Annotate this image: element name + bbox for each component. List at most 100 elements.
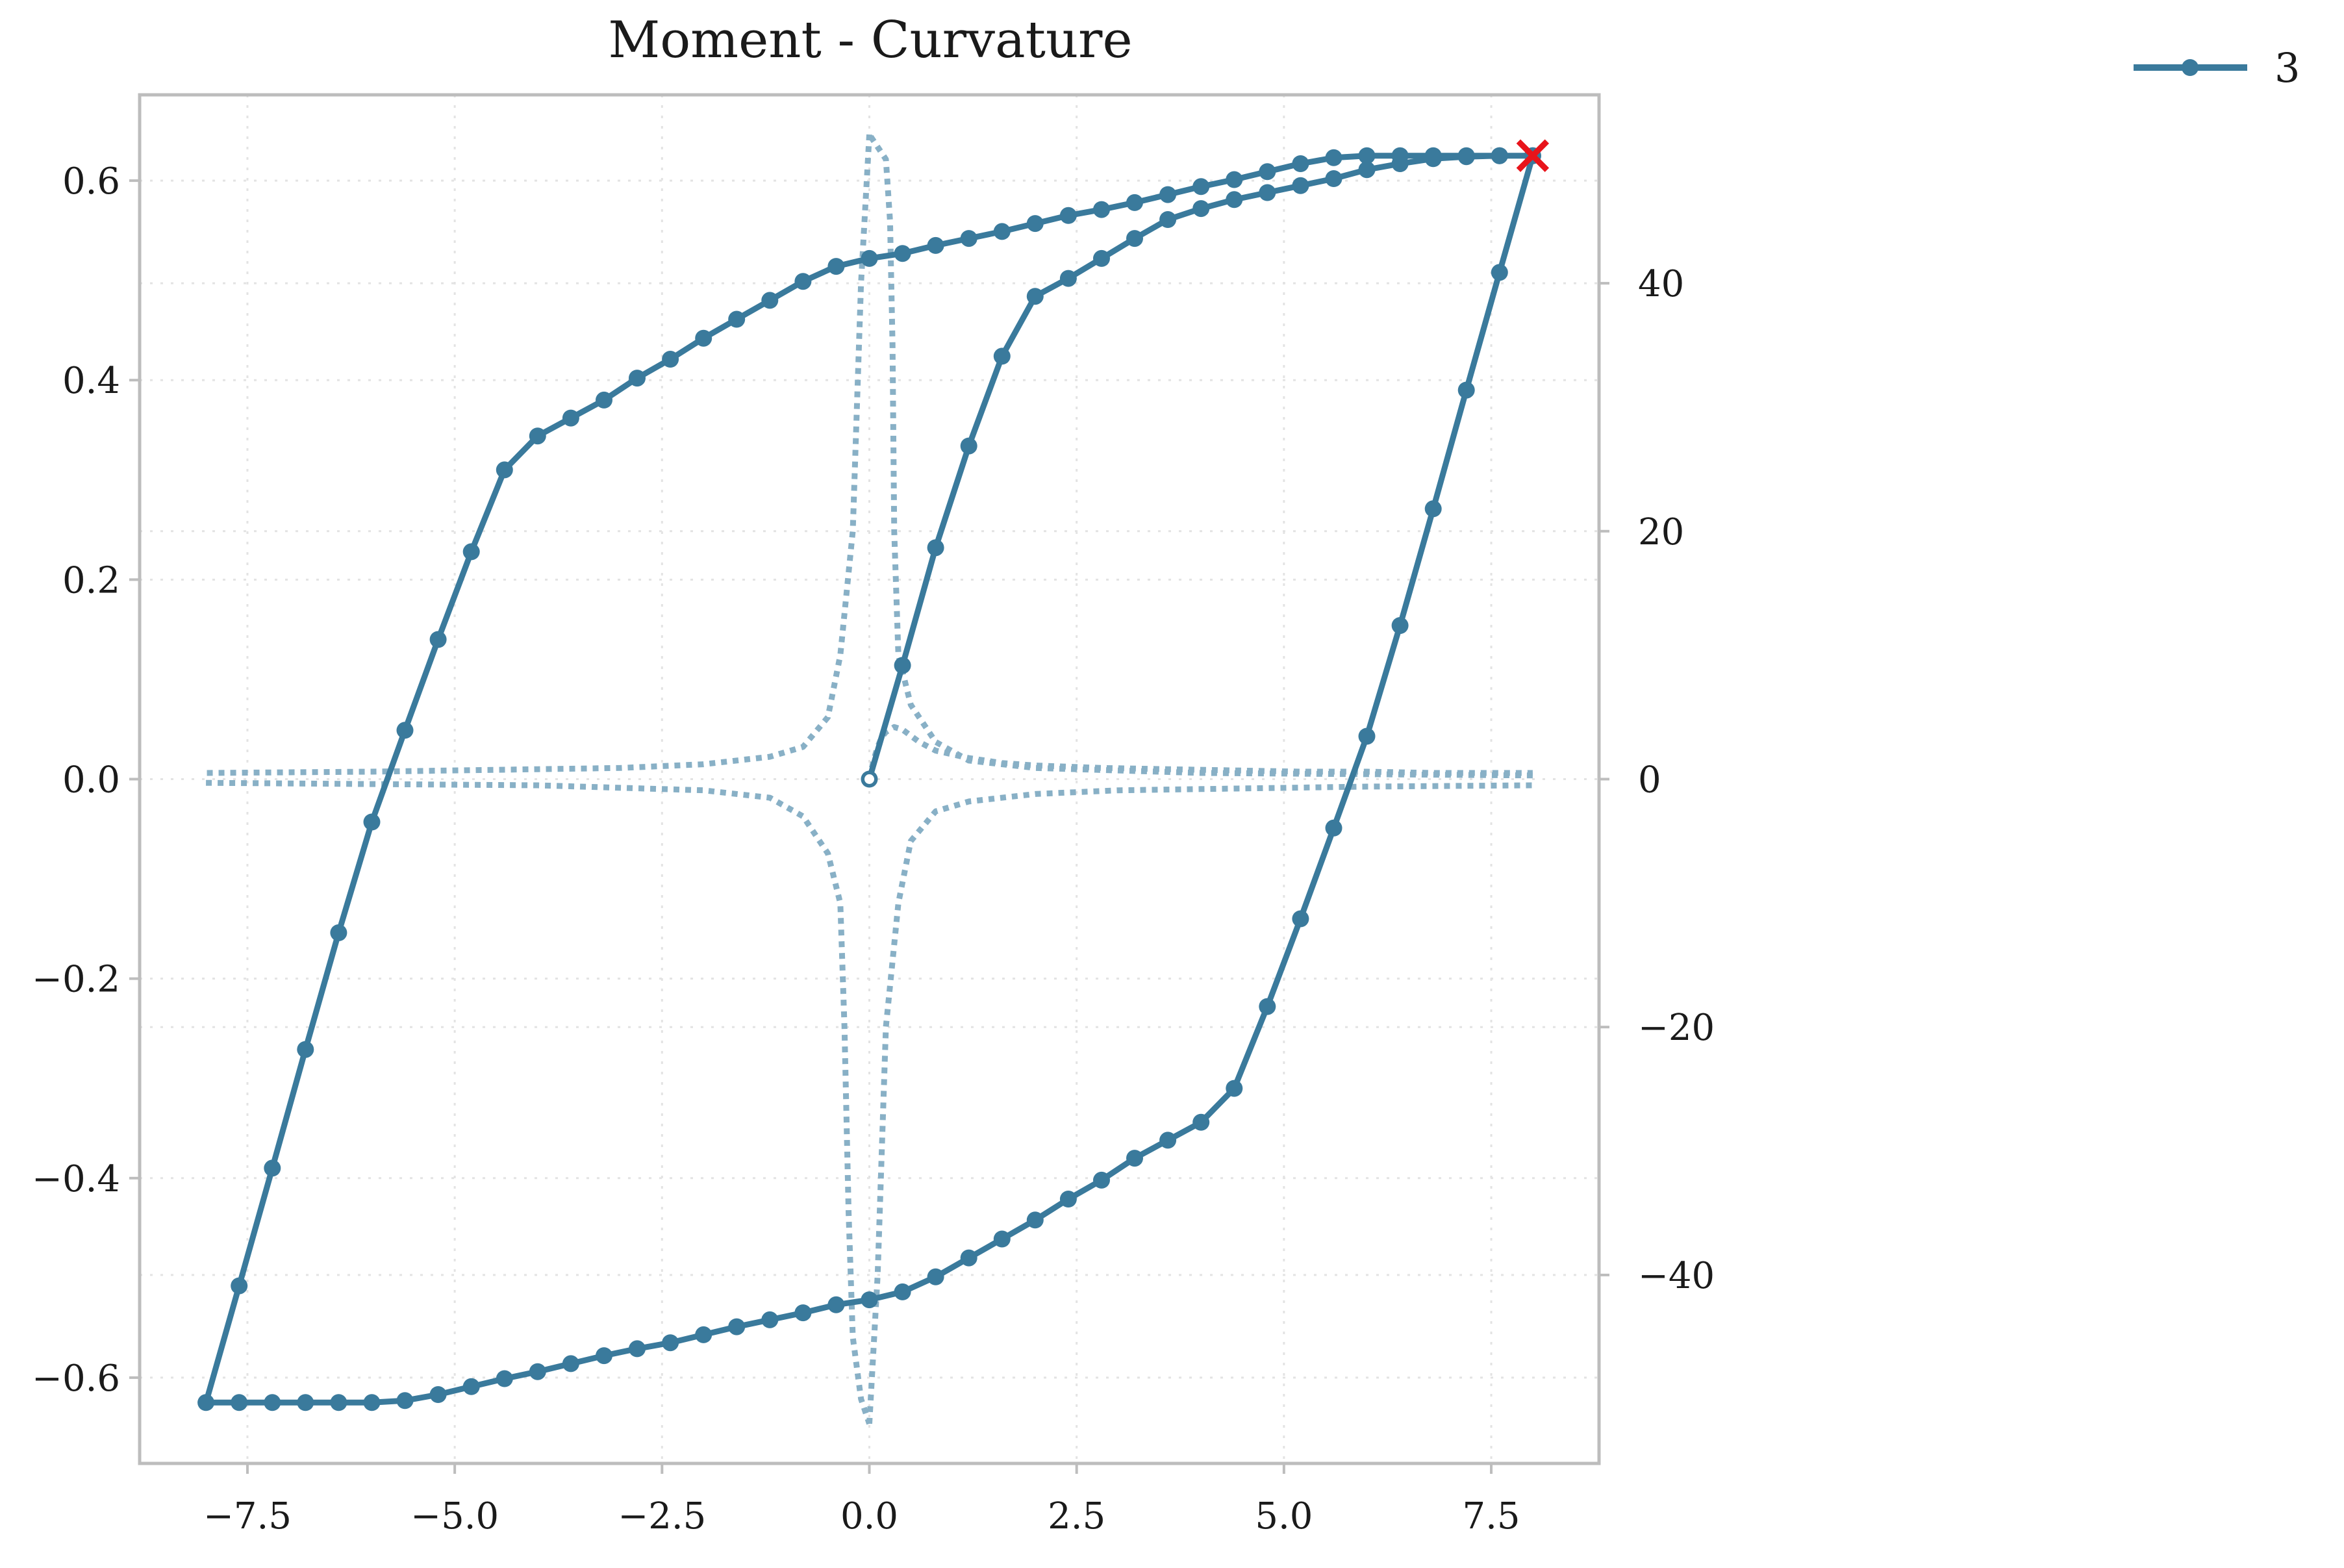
series-3-point [827,1296,845,1313]
series-3-point [264,1159,281,1177]
secondary-series-layer [206,133,1533,1425]
series-3-point [629,1340,646,1358]
primary-series-layer [197,139,1550,1411]
series-3-point [596,391,612,409]
series-3-point [1292,910,1309,928]
series-3-point [1259,163,1276,181]
series-3-point [1192,200,1210,218]
y-tick-label-1: −0.4 [32,1158,120,1200]
legend-label-series-3: 3 [2275,44,2300,92]
series-3-point [1325,149,1342,166]
series-3-point [330,1394,347,1411]
series-3-point [1093,249,1110,267]
chart-title: Moment - Curvature [608,11,1132,70]
y-tick-label-0: −0.6 [32,1358,120,1400]
series-3-point [562,409,579,427]
y-tick-label-4: 0.2 [62,559,120,601]
series-3-point [894,245,911,262]
series-3-point [231,1394,248,1411]
series-3-point [1159,211,1177,228]
series-3-point [861,1291,878,1309]
series-3-point [1093,201,1110,218]
series-3-point [695,329,712,347]
series-3-point [462,543,480,561]
series-3-point [197,1394,215,1411]
series-3-point [1424,147,1442,164]
tick-labels: −7.5 −5.0 −2.5 0.0 2.5 5.0 7.5 −0.6 −0.4 −0.2 0.0 0… [32,160,1715,1537]
series-3-point [1026,1211,1044,1229]
series-3-point [1491,147,1508,164]
series-3-point [1358,161,1376,179]
series-3-point [1457,147,1475,164]
series-3-point [1059,1191,1077,1208]
x-tick-label-5: 5.0 [1255,1495,1313,1537]
x-tick-label-3: 0.0 [840,1495,898,1537]
series-3-point [363,1394,381,1411]
series-3-point [363,813,381,831]
series-3-point [496,1370,513,1387]
series-3-point [297,1041,314,1058]
series-3-point [396,1392,414,1410]
y-tick-label-5: 0.4 [62,360,120,402]
series-3-point [1226,1080,1243,1097]
y2-tick-label-2: 0 [1638,759,1661,802]
series-3-point [1192,1113,1210,1131]
y-tick-label-6: 0.6 [62,160,120,203]
series-3-point [761,292,779,309]
series-3-point [330,924,347,941]
series-3-point [662,1334,679,1352]
series-3-point [1026,288,1044,305]
series-3-point [927,236,944,254]
series-3-point [1259,184,1276,201]
series-3-point [993,223,1011,240]
secondary-series-segment-3 [206,779,872,1425]
series-3-point [1093,1171,1110,1189]
series-3-point [827,258,845,275]
series-3-point [1259,998,1276,1015]
series-3-point [728,310,746,328]
series-3-point [960,1249,977,1267]
series-3-point [629,370,646,387]
series-3-point [1226,171,1243,188]
series-3-point [529,427,546,445]
series-3-point [1391,147,1409,164]
x-tick-label-6: 7.5 [1462,1495,1520,1537]
series-3-point [264,1394,281,1411]
series-3-point [1159,186,1177,203]
secondary-series-segment-4 [866,782,1533,1424]
y2-tick-label-1: −20 [1638,1007,1715,1049]
start-point-marker [861,771,877,787]
series-3-point [794,1304,812,1322]
series-3-point [1226,191,1243,209]
series-3-point [1126,194,1143,211]
series-3-point [960,230,977,247]
y2-tick-label-0: −40 [1638,1255,1715,1297]
series-3-point [1391,617,1409,634]
series-3-point [596,1347,612,1365]
series-3-point [1126,230,1143,247]
series-3-point [231,1277,248,1295]
series-3-point [894,1283,911,1300]
series-3-point [993,348,1011,365]
end-x-marker-stroke-2 [1516,139,1550,172]
series-3-point [529,1363,546,1380]
series-3-point [1059,270,1077,287]
series-3-point [1292,155,1309,172]
series-3-point [1358,147,1376,164]
series-3-point [1026,215,1044,233]
series-3-point [1126,1150,1143,1167]
y-tick-label-3: 0.0 [62,759,120,802]
series-3-point [1159,1132,1177,1149]
y2-tick-label-4: 40 [1638,263,1684,305]
series-3-point [695,1326,712,1343]
x-tick-label-4: 2.5 [1048,1495,1105,1537]
series-3-point [960,437,977,455]
series-3-point [297,1394,314,1411]
legend-marker-swatch [2182,59,2199,76]
x-tick-label-2: −2.5 [618,1495,706,1537]
series-3-point [927,539,944,557]
series-3-point [429,631,447,648]
secondary-series-segment-1 [866,133,1533,779]
